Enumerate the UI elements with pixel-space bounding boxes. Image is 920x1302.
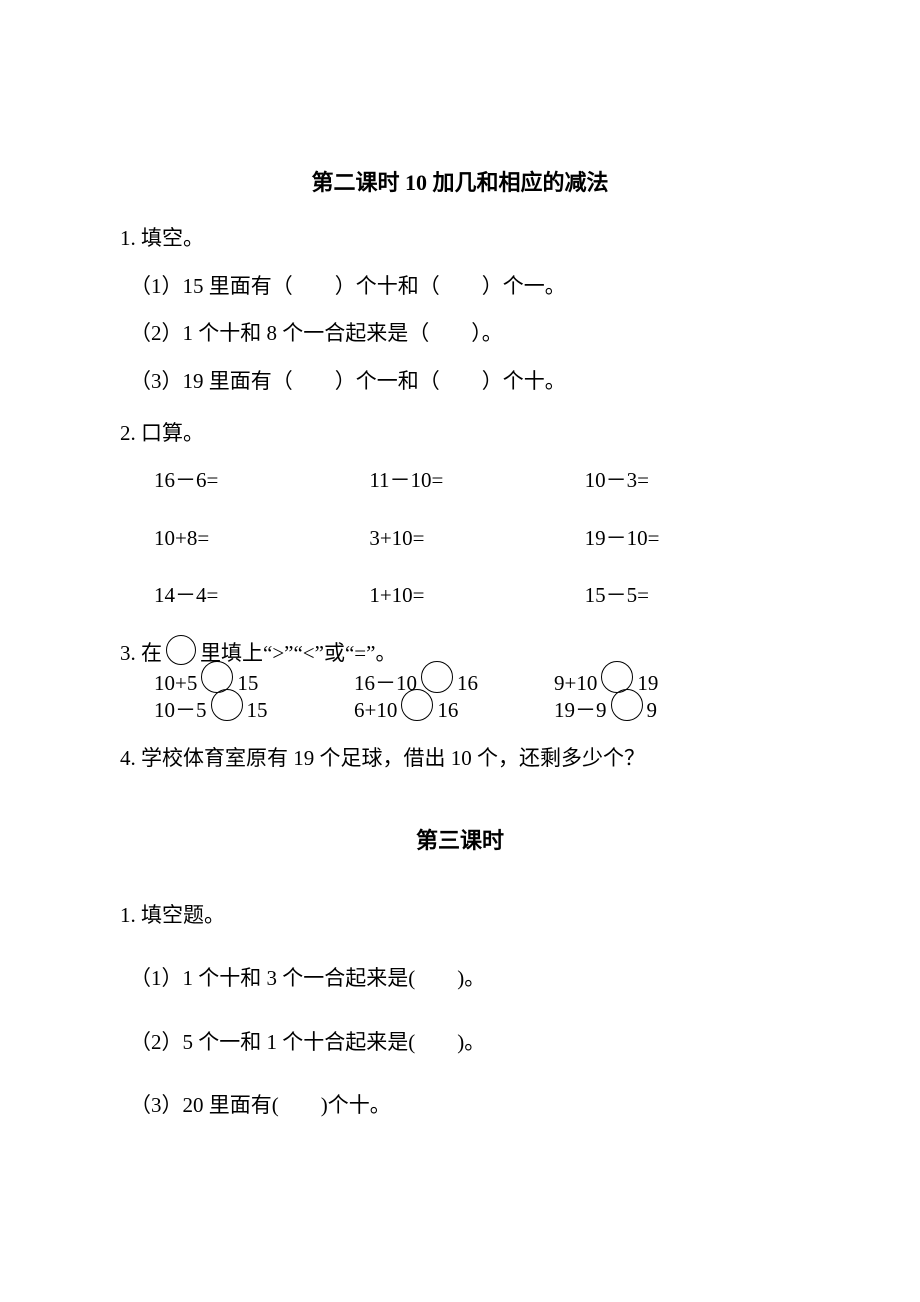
q2-r3-c3: 15－5= — [585, 579, 800, 613]
q3-r2-c1-left: 10－5 — [154, 694, 207, 728]
q2-r3-c1: 14－4= — [154, 579, 369, 613]
circle-icon — [401, 689, 433, 721]
q3-r2-c1-right: 15 — [247, 694, 268, 728]
lesson-2-title: 第二课时 10 加几和相应的减法 — [120, 165, 800, 200]
q3-block: 10+5 15 16－10 16 9+10 19 10－5 15 6 — [120, 667, 800, 728]
q4: 4. 学校体育室原有 19 个足球，借出 10 个，还剩多少个？ — [120, 742, 800, 776]
q3-pre: 3. 在 — [120, 637, 162, 671]
q3-r2-c2: 6+10 16 — [354, 694, 554, 728]
circle-icon — [421, 661, 453, 693]
q2-head: 2. 口算。 — [120, 417, 800, 451]
q3-r2-c3-left: 19－9 — [554, 694, 607, 728]
q3-r2-c3-right: 9 — [647, 694, 658, 728]
q2-row-2: 10+8= 3+10= 19－10= — [120, 522, 800, 556]
q1-item-1: （1）15 里面有（ ）个十和（ ）个一。 — [120, 270, 800, 304]
circle-icon — [611, 689, 643, 721]
q2-r2-c3: 19－10= — [585, 522, 800, 556]
q1-item-3: （3）19 里面有（ ）个一和（ ）个十。 — [120, 365, 800, 399]
q2-row-1: 16－6= 11－10= 10－3= — [120, 464, 800, 498]
sec3-q1-head: 1. 填空题。 — [120, 899, 800, 933]
q3-post: 里填上“>”“<”或“=”。 — [200, 637, 396, 671]
q3-row-2: 10－5 15 6+10 16 19－9 9 — [154, 694, 800, 728]
worksheet-page: 第二课时 10 加几和相应的减法 1. 填空。 （1）15 里面有（ ）个十和（… — [0, 0, 920, 1302]
sec3-q1-i2: （2）5 个一和 1 个十合起来是( )。 — [120, 1026, 800, 1060]
q2-r1-c2: 11－10= — [369, 464, 584, 498]
q2-r1-c3: 10－3= — [585, 464, 800, 498]
lesson-3-title: 第三课时 — [120, 823, 800, 858]
q1-item-2: （2）1 个十和 8 个一合起来是（ ）。 — [120, 317, 800, 351]
sec3-q1-i3: （3）20 里面有( )个十。 — [120, 1089, 800, 1123]
q2-r1-c1: 16－6= — [154, 464, 369, 498]
q2-row-3: 14－4= 1+10= 15－5= — [120, 579, 800, 613]
q3-r2-c2-right: 16 — [437, 694, 458, 728]
q1-head: 1. 填空。 — [120, 222, 800, 256]
circle-icon — [166, 635, 196, 665]
q3-r2-c1: 10－5 15 — [154, 694, 354, 728]
q3-r2-c2-left: 6+10 — [354, 694, 397, 728]
sec3-q1-i1: （1）1 个十和 3 个一合起来是( )。 — [120, 962, 800, 996]
circle-icon — [211, 689, 243, 721]
q3-r2-c3: 19－9 9 — [554, 694, 754, 728]
q2-r2-c2: 3+10= — [369, 522, 584, 556]
q2-r3-c2: 1+10= — [369, 579, 584, 613]
q2-r2-c1: 10+8= — [154, 522, 369, 556]
